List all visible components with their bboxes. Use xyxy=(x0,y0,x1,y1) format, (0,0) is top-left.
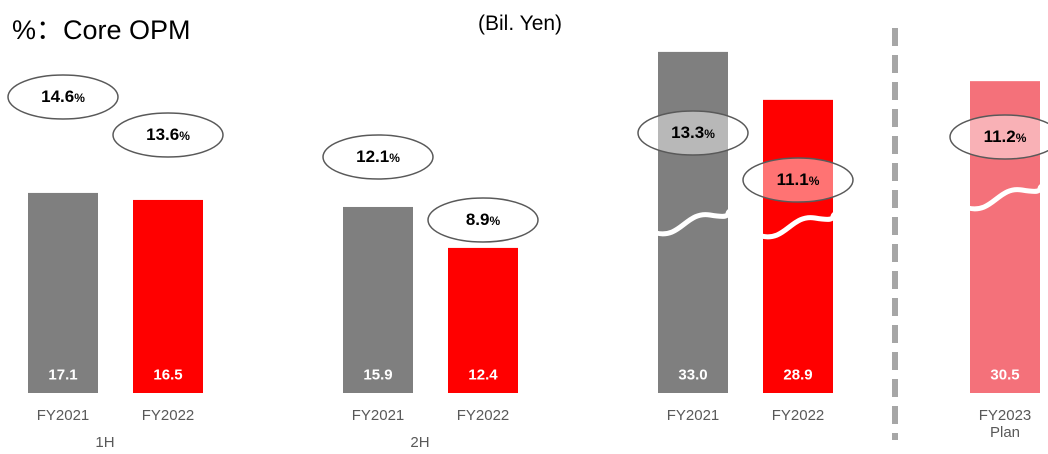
x-tick-label: FY2023 Plan xyxy=(978,407,1032,441)
margin-label: 11.2% xyxy=(983,127,1027,146)
bar xyxy=(658,51,728,394)
bar xyxy=(763,99,833,394)
chart-subtitle: (Bil. Yen) xyxy=(478,12,563,35)
margin-label: 13.3% xyxy=(671,123,715,142)
bar xyxy=(28,192,98,393)
x-tick-label: FY2021 xyxy=(36,407,90,424)
margin-bubble xyxy=(742,157,854,203)
chart-title: %：Core OPM xyxy=(12,15,191,45)
value-label: 30.5 xyxy=(990,366,1020,384)
margin-label: 8.9% xyxy=(465,210,501,229)
group-label: 2H xyxy=(410,434,430,451)
bar xyxy=(133,199,203,393)
margin-label: 13.6% xyxy=(146,125,190,144)
group-label: 1H xyxy=(95,434,115,451)
value-label: 28.9 xyxy=(783,366,813,384)
value-label: 33.0 xyxy=(678,366,708,384)
margin-bubble xyxy=(7,74,119,120)
bar xyxy=(970,81,1040,394)
x-tick-label: FY2021 xyxy=(351,407,405,424)
bar xyxy=(343,206,413,393)
bar xyxy=(448,247,518,393)
margin-bubble xyxy=(322,134,434,180)
margin-label: 11.1% xyxy=(776,170,820,189)
value-label: 12.4 xyxy=(468,366,498,384)
axis-break xyxy=(655,208,732,237)
axis-break xyxy=(760,211,837,240)
x-tick-label: FY2021 xyxy=(666,407,720,424)
axis-break xyxy=(967,183,1044,212)
margin-label: 12.1% xyxy=(356,147,400,166)
x-tick-label: FY2022 xyxy=(141,407,195,424)
margin-bubble xyxy=(427,197,539,243)
x-tick-label: FY2022 xyxy=(456,407,510,424)
margin-bubble xyxy=(637,110,749,156)
margin-bubble xyxy=(112,112,224,158)
value-label: 16.5 xyxy=(153,366,183,384)
x-tick-label: FY2022 xyxy=(771,407,825,424)
margin-bubble xyxy=(949,114,1048,160)
value-label: 17.1 xyxy=(48,366,78,384)
value-label: 15.9 xyxy=(363,366,393,384)
margin-label: 14.6% xyxy=(41,87,85,106)
